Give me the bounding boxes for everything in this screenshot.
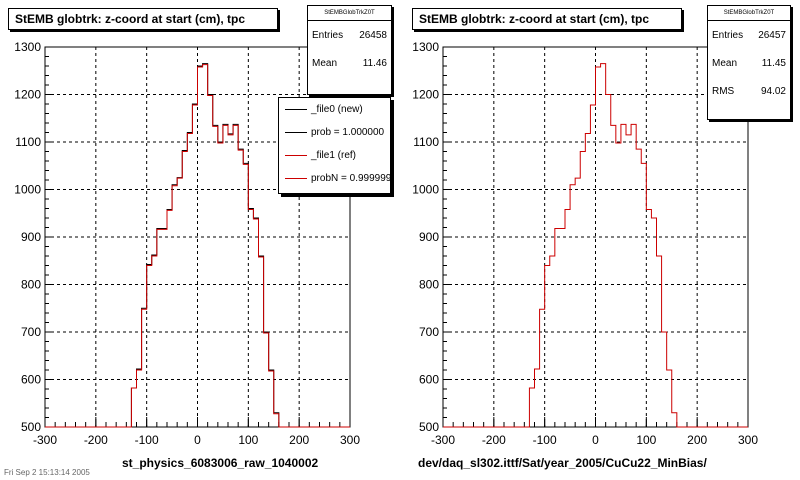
legend-label: probN = 0.999999 [311, 173, 391, 184]
stats-row: Entries 26458 [308, 21, 391, 49]
x-tick-label: -300 [431, 433, 455, 447]
stats-value: 26457 [758, 29, 786, 41]
stats-box-left: StEMBGlobTrkZ0T Entries 26458 Mean 11.46 [307, 5, 392, 95]
y-tick-label: 1000 [14, 183, 41, 197]
legend-label: _file0 (new) [311, 104, 363, 115]
x-tick-label: -100 [533, 433, 557, 447]
stats-value: 11.46 [362, 57, 387, 69]
y-tick-label: 1100 [15, 135, 41, 149]
x-tick-label: 0 [194, 433, 201, 447]
stats-value: 11.45 [761, 57, 786, 69]
x-axis-title-left: st_physics_6083006_raw_1040002 [122, 456, 319, 470]
stats-name-left: StEMBGlobTrkZ0T [308, 6, 391, 21]
legend-entry: probN = 0.999999 [279, 167, 390, 190]
y-tick-label: 900 [419, 230, 439, 244]
y-tick-label: 1200 [14, 88, 41, 102]
legend-line-marker [285, 178, 307, 179]
x-tick-label: 0 [592, 433, 599, 447]
stats-box-right: StEMBGlobTrkZ0T Entries 26457 Mean 11.45… [707, 5, 791, 120]
y-tick-label: 800 [419, 278, 439, 292]
legend-label: _file1 (ref) [311, 150, 357, 161]
y-tick-label: 500 [419, 420, 439, 434]
x-tick-label: 300 [340, 433, 360, 447]
legend-box: _file0 (new) prob = 1.000000 _file1 (ref… [278, 97, 391, 194]
y-tick-label: 1000 [412, 183, 439, 197]
legend-label: prob = 1.000000 [311, 127, 385, 138]
x-axis-title-right: dev/daq_sl302.ittf/Sat/year_2005/CuCu22_… [418, 456, 707, 470]
y-tick-label: 700 [21, 325, 41, 339]
stats-label: Entries [712, 29, 744, 41]
stats-label: RMS [712, 85, 735, 97]
y-tick-label: 1300 [412, 40, 439, 54]
y-tick-label: 1200 [412, 88, 439, 102]
y-tick-label: 700 [419, 325, 439, 339]
x-tick-label: 300 [738, 433, 758, 447]
stats-value: 26458 [359, 29, 387, 41]
plot-title-left-text: StEMB globtrk: z-coord at start (cm), tp… [15, 12, 246, 26]
x-tick-label: 200 [687, 433, 707, 447]
y-tick-label: 500 [21, 420, 41, 434]
y-tick-label: 600 [21, 373, 41, 387]
x-tick-label: 100 [636, 433, 656, 447]
x-tick-label: -300 [33, 433, 57, 447]
stats-row: RMS 94.02 [708, 77, 790, 105]
stats-value: 94.02 [760, 85, 786, 97]
plot-title-right: StEMB globtrk: z-coord at start (cm), tp… [412, 8, 682, 30]
legend-entry: _file1 (ref) [279, 144, 390, 167]
stats-row: Entries 26457 [708, 21, 790, 49]
stats-label: Entries [312, 29, 344, 41]
y-tick-label: 800 [21, 278, 41, 292]
x-tick-label: 100 [238, 433, 258, 447]
y-tick-label: 900 [21, 230, 41, 244]
stats-row: Mean 11.46 [308, 49, 391, 77]
legend-line-marker [285, 155, 307, 156]
legend-entry: _file0 (new) [279, 98, 390, 121]
y-tick-label: 600 [419, 373, 439, 387]
stats-name-right: StEMBGlobTrkZ0T [708, 6, 790, 21]
legend-line-marker [285, 132, 307, 133]
plot-title-left: StEMB globtrk: z-coord at start (cm), tp… [8, 8, 278, 30]
stats-row: Mean 11.45 [708, 49, 790, 77]
plot-title-right-text: StEMB globtrk: z-coord at start (cm), tp… [419, 12, 650, 26]
stats-label: Mean [312, 57, 338, 69]
x-tick-label: -100 [135, 433, 159, 447]
histogram-series-line [45, 64, 350, 428]
x-tick-label: -200 [84, 433, 108, 447]
y-tick-label: 1100 [413, 135, 439, 149]
legend-line-marker [285, 109, 307, 110]
x-tick-label: -200 [482, 433, 506, 447]
stats-label: Mean [712, 57, 738, 69]
y-tick-label: 1300 [14, 40, 41, 54]
timestamp-footer: Fri Sep 2 15:13:14 2005 [4, 468, 90, 477]
legend-entry: prob = 1.000000 [279, 121, 390, 144]
x-tick-label: 200 [289, 433, 309, 447]
histogram-series-line [443, 63, 748, 428]
